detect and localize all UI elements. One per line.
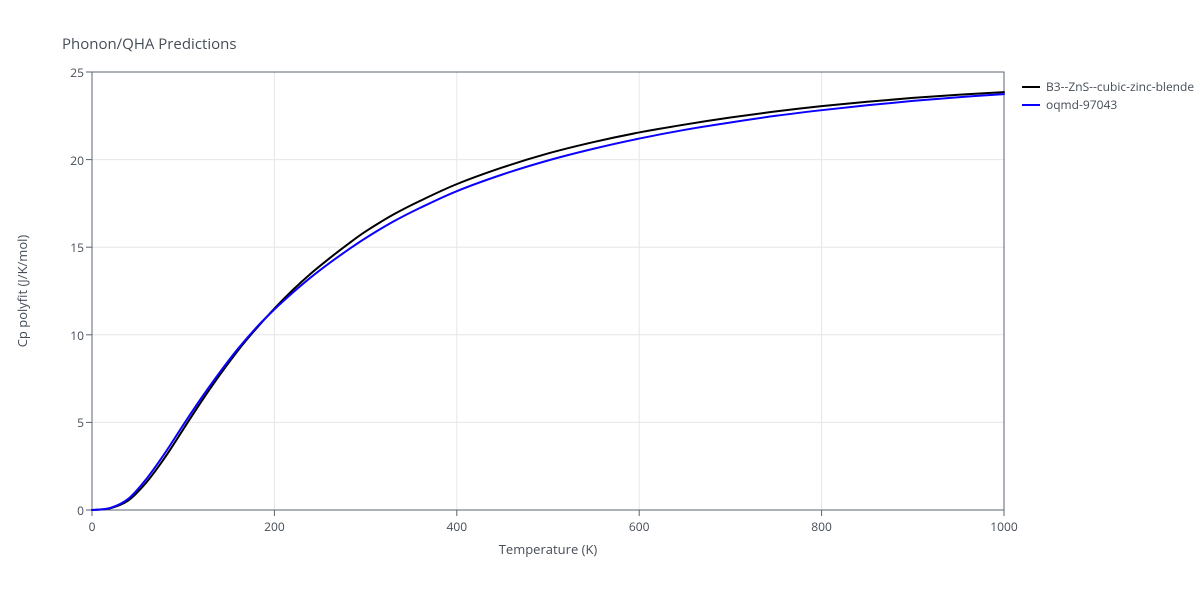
y-tick-label: 15 <box>48 239 84 256</box>
chart-container: Phonon/QHA Predictions020040060080010000… <box>0 0 1200 600</box>
plot-border <box>92 72 1004 510</box>
series-line[interactable] <box>92 92 1004 510</box>
x-tick-label: 600 <box>619 518 659 535</box>
legend-swatch <box>1022 104 1040 106</box>
y-axis-label: Cp polyfit (J/K/mol) <box>13 72 31 510</box>
plot-svg[interactable] <box>0 0 1200 600</box>
legend-label: B3--ZnS--cubic-zinc-blende <box>1046 78 1194 95</box>
legend-item[interactable]: oqmd-97043 <box>1022 96 1117 113</box>
legend-label: oqmd-97043 <box>1046 96 1117 113</box>
y-tick-label: 25 <box>48 64 84 81</box>
y-tick-label: 0 <box>48 502 84 519</box>
x-tick-label: 200 <box>254 518 294 535</box>
x-tick-label: 0 <box>72 518 112 535</box>
legend-swatch <box>1022 86 1040 88</box>
x-tick-label: 1000 <box>984 518 1024 535</box>
x-axis-label: Temperature (K) <box>92 540 1004 558</box>
series-line[interactable] <box>92 94 1004 510</box>
y-tick-label: 10 <box>48 327 84 344</box>
y-tick-label: 20 <box>48 152 84 169</box>
y-tick-label: 5 <box>48 414 84 431</box>
legend-item[interactable]: B3--ZnS--cubic-zinc-blende <box>1022 78 1194 95</box>
x-tick-label: 800 <box>802 518 842 535</box>
x-tick-label: 400 <box>437 518 477 535</box>
